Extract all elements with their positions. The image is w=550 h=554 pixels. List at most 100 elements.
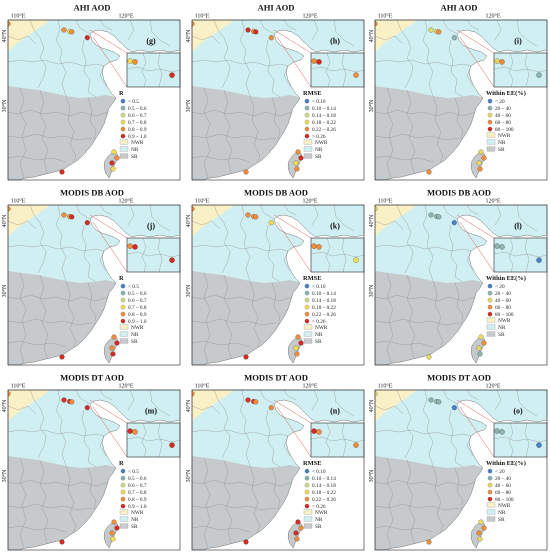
legend-swatch [304,482,309,488]
region-label: SR [498,517,505,523]
inset-boundary [524,422,530,458]
legend-entry: 0.9 – 1.0 [128,319,147,325]
lon-label: 110°E [194,198,209,205]
province-boundary [81,409,97,468]
lat-label: 40°N [1,399,8,412]
province-boundary [375,405,404,415]
inset-boundary [325,422,330,458]
province-boundary [203,457,210,549]
province-boundary [333,205,354,232]
province-boundary [191,59,288,67]
province-boundary [311,20,318,41]
legend-entry: < 0.5 [128,99,139,105]
province-boundary [442,390,458,405]
inset-station-marker [494,243,500,249]
legend-swatch [487,126,493,132]
lon-label: 120°E [118,383,133,390]
zoom-line [273,214,311,239]
legend-entry: 0.10 – 0.14 [312,291,336,297]
legend-swatch [304,496,309,502]
station-markers [191,206,304,360]
coastline [191,204,364,366]
inset-boundary [341,422,346,458]
legend-entry: 0.6 – 0.7 [128,483,147,489]
province-boundary [375,318,460,326]
inset-boundary [493,251,548,258]
inset-station-marker [310,58,317,64]
legend: RMSE < 0.100.10 – 0.140.14 – 0.180.18 – 0… [303,460,336,530]
inset-boundary [493,436,548,443]
province-boundary [81,224,97,283]
province-boundary [191,318,276,326]
lat-label: 30°N [1,284,8,297]
legend-entry: 60 – 80 [495,120,511,126]
lat-label: 40°N [368,29,375,42]
legend-swatch [304,311,309,317]
region-label: SR [315,154,322,160]
station-marker [428,397,434,403]
panel-title: AHI AOD [257,3,294,13]
region-nwr [375,390,417,422]
station-marker [428,27,434,33]
province-boundary [8,59,105,67]
station-markers [8,206,120,360]
zoom-line [273,399,311,424]
region-swatch [303,338,312,344]
region-swatch [303,331,312,337]
region-swatch [486,502,496,508]
province-boundary [375,244,472,252]
station-marker [478,149,484,155]
station-marker [426,169,432,175]
province-boundary [375,220,404,230]
legend-swatch [120,482,126,488]
province-boundary [39,274,49,362]
inset-station-marker [499,244,505,250]
inset-map [310,52,364,88]
station-marker [69,399,75,405]
lon-label: 110°E [11,198,26,205]
region-label: NWR [315,325,328,331]
province-boundary [213,390,230,459]
inset-boundary [310,251,364,258]
province-boundary [494,390,502,411]
region-swatch [119,139,129,145]
region-swatch [303,324,312,330]
province-boundary [149,205,171,232]
legend-title: Within EE(%) [486,275,526,282]
station-marker [244,212,251,218]
province-boundary [19,457,27,549]
legend-swatch [120,126,126,132]
province-boundary [271,282,280,326]
legend-entry: 0.18 – 0.22 [312,120,336,126]
region-swatch [486,132,496,138]
station-marker [294,334,301,340]
panel-letter: (k) [330,222,340,231]
lat-label: 40°N [1,214,8,227]
legend-swatch [120,304,126,310]
province-boundary [259,205,274,220]
province-boundary [249,95,260,167]
station-marker [84,405,90,411]
province-boundary [191,35,220,45]
lat-label: 30°N [185,99,192,112]
province-boundary [213,20,230,89]
province-boundary [249,280,260,352]
station-marker [293,166,300,172]
zoom-line [92,221,128,273]
station-marker [426,354,432,360]
inset-boundary [126,436,181,443]
inset-boundary [493,66,548,73]
inset-boundary [524,52,530,88]
legend-swatch [120,119,126,125]
legend-entry: > 0.26 [312,504,326,510]
province-boundary [448,409,464,468]
region-nwr [8,205,50,237]
station-marker [436,214,442,220]
province-boundary [466,390,480,401]
inset-station-marker [352,442,359,448]
province-boundary [375,155,434,163]
map-svg: AHI AOD 110°E 120°E 40°N 30°N (i) Within EE(%)… [368,3,548,181]
legend-swatch [304,98,309,104]
region-swatch [303,509,312,515]
